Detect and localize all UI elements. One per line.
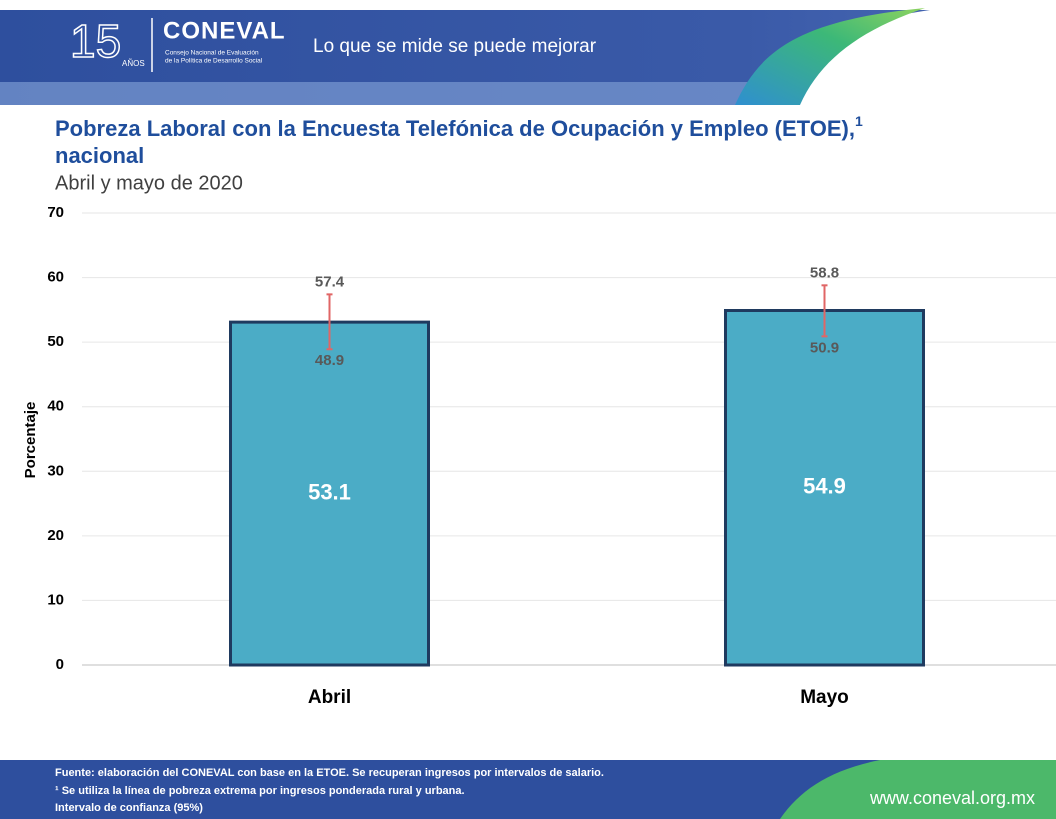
y-tick-label: 50 (47, 333, 64, 350)
brand-line: Consejo Nacional de Evaluación (165, 50, 259, 57)
footer-note: Fuente: elaboración del CONEVAL con base… (55, 767, 604, 779)
ci-upper-label: 57.4 (315, 273, 345, 290)
x-tick-label: Abril (308, 687, 351, 708)
chart-subtitle: Abril y mayo de 2020 (55, 172, 243, 194)
footer-note: ¹ Se utiliza la línea de pobreza extrema… (55, 785, 465, 797)
header-cut (740, 10, 1056, 105)
ci-lower-label: 48.9 (315, 352, 344, 369)
tagline: Lo que se mide se puede mejorar (313, 36, 597, 57)
footer-note: Intervalo de confianza (95%) (55, 802, 203, 814)
title-text: Pobreza Laboral con la Encuesta Telefóni… (55, 116, 855, 141)
value-label: 54.9 (803, 474, 846, 499)
footer-green (780, 760, 1056, 819)
ci-upper-label: 58.8 (810, 264, 839, 281)
bar (229, 320, 430, 667)
ci-lower-label: 50.9 (810, 339, 839, 356)
y-tick-label: 0 (56, 656, 64, 673)
bar (724, 309, 925, 667)
y-tick-label: 70 (47, 204, 64, 221)
title-superscript: 1 (855, 113, 863, 129)
footer-url: www.coneval.org.mx (869, 788, 1035, 808)
y-tick-label: 40 (47, 398, 64, 415)
x-tick-label: Mayo (800, 687, 849, 708)
anniversary-number: 15 (70, 15, 121, 67)
brand-line: de la Política de Desarrollo Social (165, 58, 263, 65)
y-tick-label: 60 (47, 269, 64, 286)
y-tick-label: 10 (47, 591, 64, 608)
y-axis-label: Porcentaje (22, 402, 39, 479)
chart-title: nacional (55, 143, 144, 168)
brand: CONEVAL (163, 17, 286, 44)
header-swoosh (735, 8, 925, 105)
header-stripe (0, 82, 760, 105)
value-label: 53.1 (308, 479, 351, 504)
anniversary-label: AÑOS (122, 59, 145, 68)
chart-title: Pobreza Laboral con la Encuesta Telefóni… (55, 113, 863, 141)
y-tick-label: 30 (47, 462, 64, 479)
y-tick-label: 20 (47, 527, 64, 544)
